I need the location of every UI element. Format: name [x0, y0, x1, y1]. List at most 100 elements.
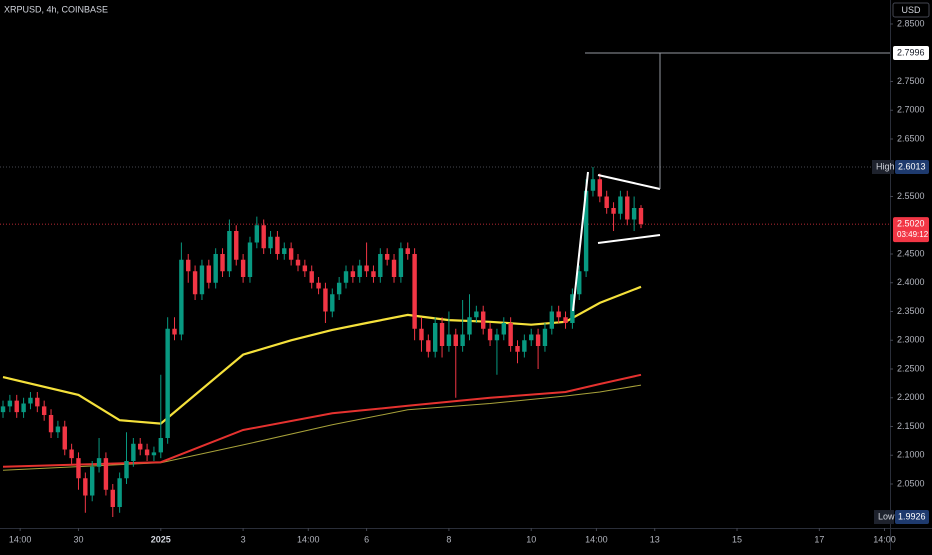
candle-body [199, 265, 205, 295]
candle-body [529, 334, 534, 341]
candle-body [535, 334, 541, 347]
candle-body [336, 282, 342, 295]
candle-body [439, 322, 445, 347]
candle-body [288, 248, 294, 260]
candle-body [76, 458, 81, 479]
candle-body [432, 322, 438, 352]
candle-body [254, 225, 260, 243]
candle-body [186, 259, 191, 272]
candle-body [261, 225, 266, 249]
y-tick-label: 2.7500 [897, 76, 925, 86]
candle-body [295, 259, 301, 266]
x-tick-label: 30 [73, 534, 83, 544]
candle-body [618, 196, 623, 214]
x-tick-label: 13 [650, 534, 660, 544]
countdown: 03:49:12 [897, 230, 929, 239]
candle-body [309, 271, 314, 283]
candle-body [597, 179, 603, 197]
candle-body [172, 328, 177, 335]
candle-body [453, 334, 458, 347]
x-tick-label: 2025 [151, 534, 171, 544]
candle-body [138, 443, 143, 450]
candle-body [124, 461, 129, 479]
candle-body [302, 265, 308, 272]
candle-body [631, 207, 637, 220]
candle-body [151, 452, 157, 456]
x-tick-label: 14:00 [9, 534, 32, 544]
candle-body [220, 253, 225, 272]
last-tag-label: 2.5020 [897, 218, 925, 228]
candle-body [14, 400, 19, 413]
y-tick-label: 2.8500 [897, 18, 925, 28]
candle-body [21, 403, 26, 413]
candle-body [508, 322, 513, 347]
candle-body [522, 340, 527, 352]
candle-body [55, 426, 61, 433]
candle-body [556, 311, 561, 318]
currency-box [892, 2, 930, 18]
candle-body [611, 207, 616, 214]
candle-body [89, 466, 95, 496]
low-tag-name: Low [878, 511, 895, 521]
candle-body [165, 328, 170, 439]
y-tick-label: 2.2000 [897, 392, 925, 402]
candle-body [563, 317, 568, 323]
candle-body [192, 271, 198, 295]
y-tick-label: 2.7000 [897, 105, 925, 115]
candle-body [583, 190, 589, 272]
candle-body [405, 248, 410, 254]
y-tick-label: 2.0500 [897, 478, 925, 488]
candle-body [69, 449, 74, 459]
low-tag [895, 510, 929, 525]
candle-body [625, 196, 630, 220]
moving-average [2, 373, 642, 468]
y-tick-label: 2.5500 [897, 191, 925, 201]
candle-body [542, 328, 548, 347]
candle-body [282, 248, 287, 254]
x-tick-label: 15 [732, 534, 742, 544]
candle-body [323, 288, 328, 312]
candle-body [357, 265, 362, 277]
axes: 2.8500 2.7500 2.7000 2.6500 2.5500 2.4500 2.40… [9, 18, 929, 544]
candle-body [48, 415, 54, 433]
candle-body [131, 443, 136, 462]
y-tick-label: 2.4500 [897, 248, 925, 258]
x-tick-label: 14:00 [297, 534, 320, 544]
candle-body [330, 294, 335, 312]
x-tick-label: 10 [526, 534, 536, 544]
candle-body [103, 458, 109, 490]
last-tag [893, 217, 929, 243]
candle-body [384, 253, 390, 260]
flag-line [597, 234, 661, 244]
y-tick-label: 2.3000 [897, 335, 925, 345]
candle-body [158, 438, 163, 453]
candle-body [419, 328, 424, 341]
high-tag-name: High [876, 161, 895, 171]
target-tag [893, 45, 929, 60]
candle-body [494, 334, 500, 341]
candle-body [487, 328, 493, 341]
x-tick-label: 14:00 [873, 534, 896, 544]
candle-body [590, 179, 596, 191]
candle-body [549, 311, 555, 329]
candle-body [144, 449, 150, 456]
candle-body [0, 406, 6, 413]
x-tick-label: 14:00 [585, 534, 608, 544]
high-tag [895, 159, 929, 174]
candle-body [378, 253, 383, 277]
candle-body [350, 271, 356, 277]
candle-body [179, 259, 184, 335]
high-tag-label: 2.6013 [898, 161, 926, 171]
x-tick-label: 17 [814, 534, 824, 544]
y-tick-label: 2.1000 [897, 450, 925, 460]
candle-body [227, 230, 232, 272]
candle-body [577, 271, 582, 295]
candle-body [41, 406, 47, 416]
candle-body [62, 426, 67, 450]
candle-body [7, 400, 13, 407]
candle-body [638, 207, 644, 225]
candle-body [343, 271, 349, 283]
plot-area [0, 52, 890, 518]
